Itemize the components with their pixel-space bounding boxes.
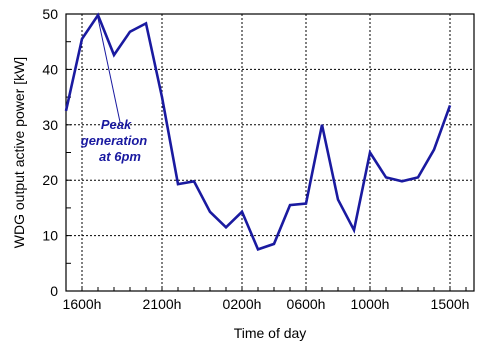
annotation-leader-line xyxy=(97,18,121,123)
y-tick-label: 20 xyxy=(42,172,58,188)
y-axis-title: WDG output active power [kW] xyxy=(11,57,27,248)
x-tick-label: 1000h xyxy=(351,296,390,312)
y-tick-label: 0 xyxy=(50,283,58,299)
y-tick-labels: 0 10 20 30 40 50 xyxy=(42,6,58,299)
plot-frame xyxy=(65,13,475,292)
y-tick-label: 10 xyxy=(42,228,58,244)
y-tick-label: 30 xyxy=(42,117,58,133)
x-tick-label: 0600h xyxy=(287,296,326,312)
data-points xyxy=(65,15,451,250)
annotation-line: Peak xyxy=(101,117,132,132)
y-tick-label: 40 xyxy=(42,61,58,77)
annotation-line: generation xyxy=(80,133,148,148)
annotation-line: at 6pm xyxy=(99,149,141,164)
x-axis-title: Time of day xyxy=(234,325,307,341)
x-tick-label: 1600h xyxy=(63,296,102,312)
minor-ticks xyxy=(65,13,467,292)
x-tick-label: 0200h xyxy=(223,296,262,312)
x-tick-labels: 1600h 2100h 0200h 0600h 1000h 1500h xyxy=(63,296,470,312)
y-tick-label: 50 xyxy=(42,6,58,22)
x-tick-label: 1500h xyxy=(431,296,470,312)
x-tick-label: 2100h xyxy=(143,296,182,312)
